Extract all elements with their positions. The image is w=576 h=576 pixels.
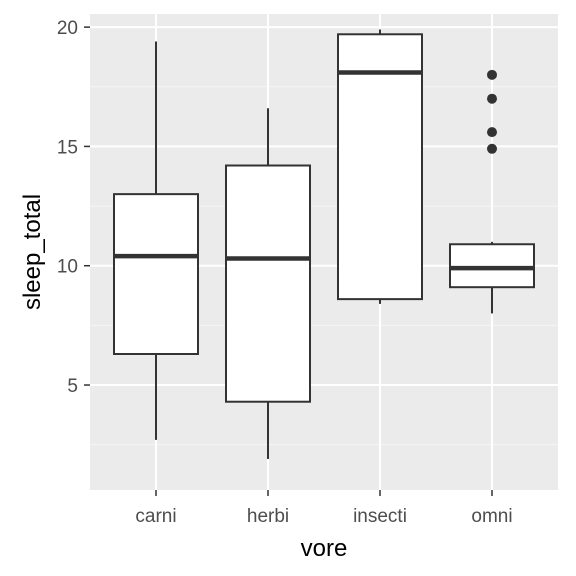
y-tick-label: 20 — [57, 18, 78, 39]
iqr-box — [225, 164, 311, 403]
y-axis-title: sleep_total — [19, 194, 46, 310]
outlier-point — [487, 69, 497, 80]
boxplot-boxes — [113, 29, 535, 459]
outlier-point — [487, 143, 497, 154]
y-tick-label: 5 — [67, 376, 78, 397]
box-herbi — [225, 108, 311, 459]
y-tick-label: 10 — [57, 257, 78, 278]
x-tick-label: carni — [135, 506, 176, 527]
iqr-box — [337, 33, 423, 301]
x-axis-title: vore — [301, 535, 348, 562]
outlier-point — [487, 127, 497, 138]
iqr-box — [449, 243, 535, 289]
box-omni — [449, 69, 535, 314]
x-tick-label: insecti — [353, 506, 407, 527]
outlier-point — [487, 93, 497, 104]
box-insecti — [337, 29, 423, 304]
y-axis: 5 10 15 20 — [57, 18, 90, 397]
x-tick-label: herbi — [247, 506, 289, 527]
iqr-box — [113, 193, 199, 355]
x-axis: carni herbi insecti omni — [135, 490, 513, 527]
box-carni — [113, 41, 199, 440]
y-tick-label: 15 — [57, 137, 78, 158]
x-tick-label: omni — [471, 506, 512, 527]
